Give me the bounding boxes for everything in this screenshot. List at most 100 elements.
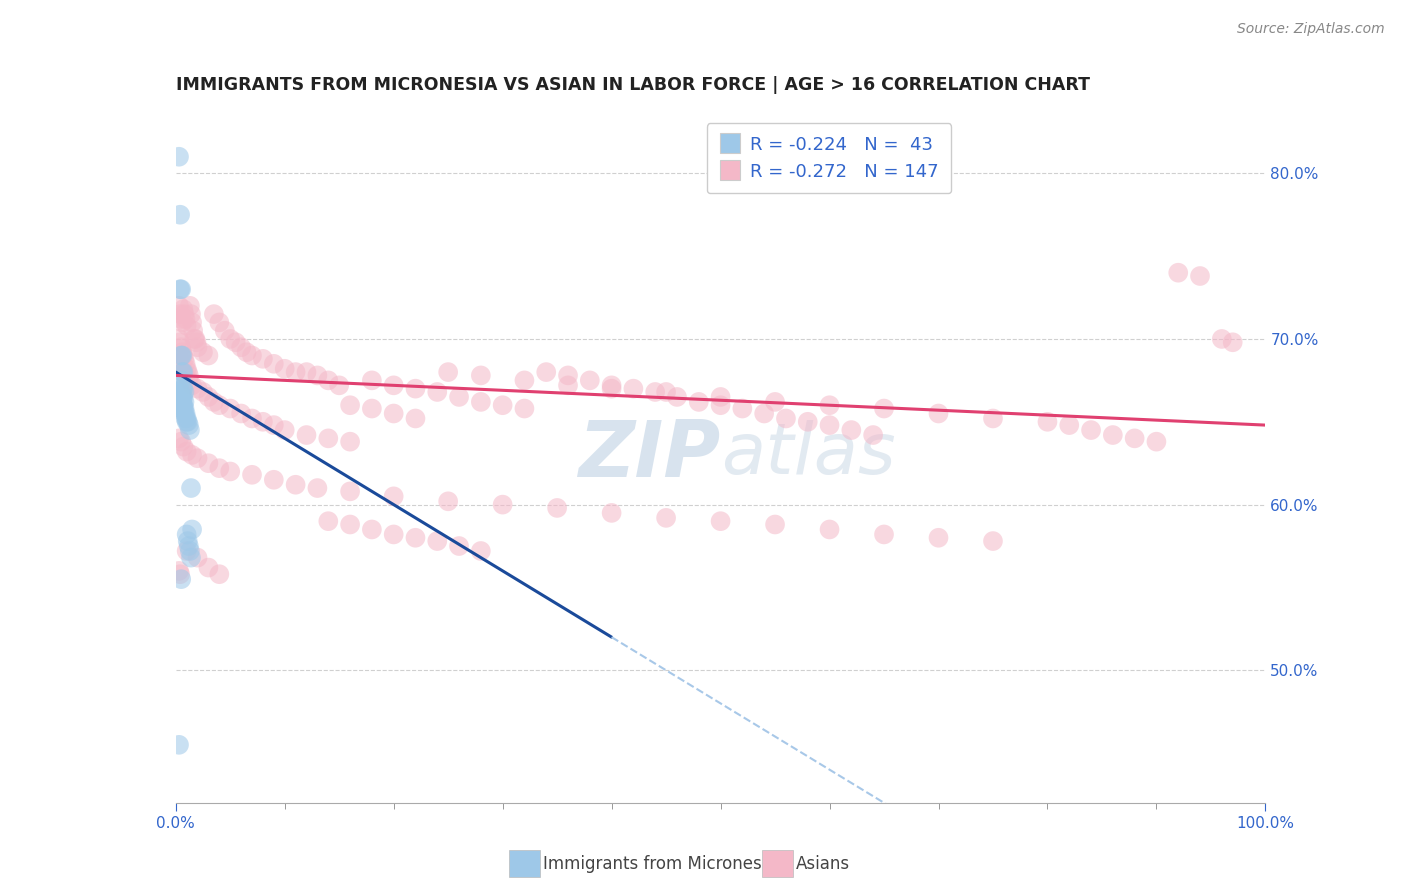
Point [1102,428,1125,442]
Point [177,365,200,379]
Point [295,365,318,379]
Point [172,315,194,329]
Point [170,572,193,586]
Point [191,345,214,359]
Point [621,382,644,396]
Point [172,345,194,359]
Point [600,506,623,520]
Point [318,514,340,528]
Point [274,361,297,376]
Point [796,415,818,429]
Point [873,401,896,416]
Point [263,473,285,487]
Point [176,444,198,458]
Point [470,368,492,383]
Point [240,467,263,482]
Point [180,307,202,321]
Point [176,527,198,541]
Point [169,208,191,222]
Point [405,382,427,396]
Point [167,150,190,164]
Point [172,398,194,412]
Point [197,560,219,574]
Point [180,481,202,495]
Text: Immigrants from Micronesia: Immigrants from Micronesia [543,855,776,873]
Point [688,395,710,409]
Point [179,299,201,313]
Point [263,357,285,371]
Point [263,418,285,433]
Point [177,539,200,553]
Point [186,335,208,350]
Point [169,282,191,296]
Point [360,373,382,387]
Point [197,456,219,470]
Point [405,531,427,545]
Point [170,282,193,296]
Point [644,384,666,399]
Point [437,494,460,508]
Point [172,365,194,379]
Point [177,534,200,549]
Point [382,407,405,421]
Point [240,349,263,363]
Point [176,361,198,376]
Point [179,544,201,558]
Point [170,401,193,416]
Point [731,401,754,416]
Point [173,307,195,321]
Point [655,511,678,525]
Point [426,384,449,399]
Point [172,395,194,409]
Point [546,500,568,515]
Point [447,390,470,404]
Point [184,332,207,346]
Point [172,302,194,317]
Point [426,534,449,549]
Point [181,378,204,392]
Point [172,365,194,379]
Point [579,373,602,387]
Point [177,418,200,433]
Point [170,373,193,387]
Point [405,411,427,425]
Point [655,384,678,399]
Point [339,398,361,412]
Point [513,401,536,416]
Point [186,340,209,354]
Point [231,340,253,354]
Point [534,365,557,379]
Point [167,431,190,445]
Point [1080,423,1102,437]
Point [179,423,201,437]
Point [191,384,214,399]
Point [981,534,1004,549]
Text: IMMIGRANTS FROM MICRONESIA VS ASIAN IN LABOR FORCE | AGE > 16 CORRELATION CHART: IMMIGRANTS FROM MICRONESIA VS ASIAN IN L… [176,77,1090,95]
Point [172,390,194,404]
Text: Source: ZipAtlas.com: Source: ZipAtlas.com [1237,22,1385,37]
Point [240,411,263,425]
Point [928,531,950,545]
Point [173,407,195,421]
Point [186,382,209,396]
Point [186,451,209,466]
Point [928,407,950,421]
Point [1211,332,1233,346]
Point [167,382,190,396]
Point [492,398,515,412]
Point [318,431,340,445]
Point [180,550,202,565]
Point [235,345,257,359]
Point [295,428,318,442]
Point [382,378,405,392]
Point [1144,434,1167,449]
Point [818,398,841,412]
Point [172,401,194,416]
Point [170,390,193,404]
Point [339,517,361,532]
Point [274,423,297,437]
Point [1222,335,1244,350]
Point [447,539,470,553]
Point [252,351,274,366]
Point [170,398,193,412]
